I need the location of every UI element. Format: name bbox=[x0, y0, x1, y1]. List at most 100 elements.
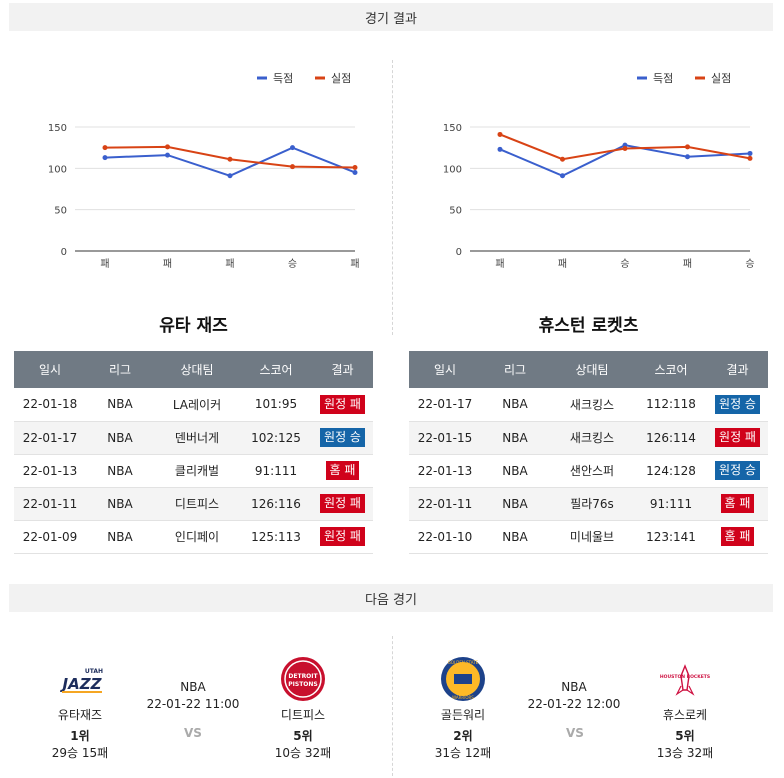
result-badge: 원정 승 bbox=[715, 461, 760, 480]
next-game-1-datetime: 22-01-22 11:00 bbox=[146, 697, 240, 711]
y-tick-label: 150 bbox=[443, 123, 462, 134]
table-row: 22-01-18 NBA LA레이커 101:95 원정 패 bbox=[14, 388, 373, 422]
data-point-conceded[interactable] bbox=[497, 131, 503, 137]
data-point-conceded[interactable] bbox=[227, 156, 233, 162]
results-header-label: 경기 결과 bbox=[365, 11, 417, 27]
result-badge: 홈 패 bbox=[720, 494, 755, 513]
col-score: 스코어 bbox=[240, 351, 312, 388]
x-tick-label: 패 bbox=[163, 258, 172, 270]
cell-score: 112:118 bbox=[635, 388, 707, 422]
data-point-scored[interactable] bbox=[352, 169, 358, 175]
cell-opponent: 새크킹스 bbox=[549, 388, 635, 422]
x-tick-label: 패 bbox=[558, 258, 567, 270]
y-tick-label: 100 bbox=[48, 164, 67, 175]
x-tick-label: 패 bbox=[100, 258, 109, 270]
table-header-row: 일시 리그 상대팀 스코어 결과 bbox=[14, 351, 373, 388]
cell-opponent: 인디페이 bbox=[154, 520, 240, 554]
cell-opponent: 클리캐벌 bbox=[154, 454, 240, 488]
cell-opponent: 샌안스퍼 bbox=[549, 454, 635, 488]
next-game-2-info: NBA 22-01-22 12:00 bbox=[514, 680, 634, 711]
y-tick-label: 50 bbox=[54, 206, 67, 217]
jazz-line-chart: 득점 실점 0 50 100 150 패 패 패 승 패 bbox=[48, 72, 360, 270]
cell-date: 22-01-17 bbox=[14, 421, 86, 455]
cell-league: NBA bbox=[86, 520, 154, 554]
cell-opponent: LA레이커 bbox=[154, 388, 240, 422]
cell-result: 원정 승 bbox=[707, 388, 768, 422]
table-row: 22-01-11 NBA 필라76s 91:111 홈 패 bbox=[409, 487, 768, 521]
next-game-1-home-rank: 1위 bbox=[70, 729, 90, 743]
data-point-scored[interactable] bbox=[497, 146, 503, 152]
legend-scored-label: 득점 bbox=[273, 72, 293, 85]
table-row: 22-01-09 NBA 인디페이 125:113 원정 패 bbox=[14, 520, 373, 554]
result-badge: 원정 패 bbox=[320, 494, 365, 513]
table-row: 22-01-15 NBA 새크킹스 126:114 원정 패 bbox=[409, 421, 768, 455]
result-badge: 원정 패 bbox=[320, 527, 365, 546]
cell-date: 22-01-13 bbox=[409, 454, 481, 488]
next-game-1-home-team[interactable]: UTAH JAZZ 유타재즈 1위 29승 15패 bbox=[35, 662, 125, 761]
data-point-scored[interactable] bbox=[290, 145, 295, 151]
cell-date: 22-01-10 bbox=[409, 520, 481, 554]
cell-score: 101:95 bbox=[240, 388, 312, 422]
cell-date: 22-01-13 bbox=[14, 454, 86, 488]
next-game-2-league: NBA bbox=[561, 680, 587, 694]
cell-league: NBA bbox=[481, 454, 549, 488]
data-point-conceded[interactable] bbox=[102, 145, 108, 151]
next-game-2-home-name: 골든워리 bbox=[440, 708, 486, 722]
cell-result: 원정 패 bbox=[312, 520, 373, 554]
table-row: 22-01-13 NBA 샌안스퍼 124:128 원정 승 bbox=[409, 454, 768, 488]
next-games-header: 다음 경기 bbox=[9, 584, 773, 612]
chart-divider bbox=[392, 60, 393, 335]
next-game-2-away-record: 13승 32패 bbox=[656, 746, 714, 760]
results-header: 경기 결과 bbox=[9, 3, 773, 31]
data-point-conceded[interactable] bbox=[352, 165, 358, 171]
data-point-scored[interactable] bbox=[560, 173, 565, 179]
data-point-conceded[interactable] bbox=[290, 164, 295, 170]
cell-score: 124:128 bbox=[635, 454, 707, 488]
cell-result: 원정 패 bbox=[312, 388, 373, 422]
col-opponent: 상대팀 bbox=[549, 351, 635, 388]
cell-date: 22-01-17 bbox=[409, 388, 481, 422]
next-game-1-vs: VS bbox=[184, 726, 202, 740]
data-point-conceded[interactable] bbox=[685, 144, 690, 150]
result-badge: 홈 패 bbox=[325, 461, 360, 480]
y-tick-label: 0 bbox=[61, 247, 67, 258]
cell-league: NBA bbox=[481, 487, 549, 521]
jazz-logo-text: JAZZ bbox=[60, 675, 103, 693]
x-tick-label: 패 bbox=[683, 258, 692, 270]
cell-date: 22-01-09 bbox=[14, 520, 86, 554]
jazz-logo-sub: UTAH bbox=[85, 668, 103, 675]
next-game-1-away-team[interactable]: DETROIT PISTONS 디트피스 5위 10승 32패 bbox=[258, 656, 348, 761]
result-badge: 원정 패 bbox=[320, 394, 365, 414]
rockets-logo-icon: HOUSTON ROCKETS bbox=[660, 664, 710, 696]
data-point-scored[interactable] bbox=[102, 155, 108, 161]
data-point-scored[interactable] bbox=[747, 150, 753, 156]
data-point-scored[interactable] bbox=[165, 152, 170, 158]
cell-opponent: 새크킹스 bbox=[549, 421, 635, 455]
x-tick-label: 승 bbox=[288, 258, 297, 270]
col-score: 스코어 bbox=[635, 351, 707, 388]
col-date: 일시 bbox=[14, 351, 86, 388]
data-point-scored[interactable] bbox=[227, 173, 233, 179]
data-point-conceded[interactable] bbox=[165, 144, 170, 150]
warriors-logo-sub: WARRIORS bbox=[452, 695, 474, 700]
next-game-1-info: NBA 22-01-22 11:00 bbox=[133, 680, 253, 711]
cell-opponent: 미네울브 bbox=[549, 520, 635, 554]
legend-scored-label: 득점 bbox=[653, 72, 673, 85]
result-badge: 홈 패 bbox=[720, 527, 755, 546]
result-badge: 원정 승 bbox=[320, 428, 365, 447]
jazz-team-title: 유타 재즈 bbox=[159, 316, 228, 336]
next-game-2-away-team[interactable]: HOUSTON ROCKETS 휴스로케 5위 13승 32패 bbox=[640, 660, 730, 761]
data-point-conceded[interactable] bbox=[560, 156, 565, 162]
data-point-conceded[interactable] bbox=[622, 145, 628, 151]
rockets-logo-text: HOUSTON ROCKETS bbox=[660, 674, 710, 680]
next-game-2-home-team[interactable]: GOLDEN STATE WARRIORS 골든워리 2위 31승 12패 bbox=[418, 656, 508, 761]
next-game-2-away-rank: 5위 bbox=[675, 729, 695, 743]
x-tick-label: 승 bbox=[620, 258, 629, 270]
next-game-1-home-record: 29승 15패 bbox=[51, 746, 109, 760]
next-game-2-vs: VS bbox=[566, 726, 584, 740]
data-point-scored[interactable] bbox=[685, 154, 690, 160]
cell-date: 22-01-11 bbox=[409, 487, 481, 521]
table-row: 22-01-13 NBA 클리캐벌 91:111 홈 패 bbox=[14, 454, 373, 488]
next-game-2-home-record: 31승 12패 bbox=[434, 746, 492, 760]
data-point-conceded[interactable] bbox=[747, 155, 753, 161]
